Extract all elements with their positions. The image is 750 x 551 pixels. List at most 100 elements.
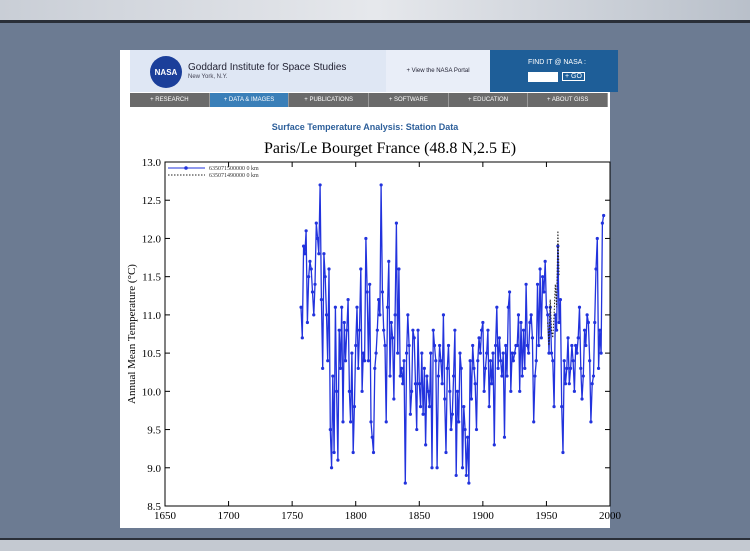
logo[interactable]: NASA bbox=[150, 56, 182, 88]
data-point bbox=[509, 389, 513, 393]
data-point bbox=[378, 313, 382, 317]
data-point bbox=[404, 351, 409, 355]
y-tick-label: 10.0 bbox=[142, 386, 162, 398]
data-point bbox=[354, 343, 358, 348]
data-point bbox=[582, 328, 587, 332]
data-point bbox=[341, 420, 345, 424]
legend-label: 635071490000 0 km bbox=[209, 173, 259, 179]
data-point bbox=[410, 389, 414, 393]
search-input[interactable] bbox=[528, 72, 558, 82]
data-point bbox=[595, 236, 599, 241]
data-point bbox=[347, 389, 351, 393]
data-point bbox=[532, 420, 536, 424]
data-point bbox=[389, 320, 393, 325]
nav-item[interactable]: + RESEARCH bbox=[130, 93, 210, 107]
x-tick-label: 1850 bbox=[408, 510, 431, 522]
data-point bbox=[434, 359, 438, 363]
data-point bbox=[416, 328, 420, 332]
x-tick-label: 1650 bbox=[154, 510, 177, 522]
data-point bbox=[304, 229, 308, 233]
data-point bbox=[542, 290, 546, 294]
data-point bbox=[490, 382, 494, 386]
nav-item[interactable]: + ABOUT GISS bbox=[528, 93, 609, 107]
data-point bbox=[464, 473, 468, 478]
data-point bbox=[359, 267, 363, 271]
data-point bbox=[331, 374, 335, 378]
y-tick-label: 11.5 bbox=[142, 272, 161, 284]
data-point bbox=[458, 351, 462, 355]
data-point bbox=[502, 435, 507, 439]
data-point bbox=[448, 389, 452, 393]
data-point bbox=[495, 305, 499, 309]
data-point bbox=[450, 412, 454, 416]
data-point bbox=[479, 328, 484, 332]
data-point bbox=[392, 397, 396, 401]
data-point bbox=[493, 343, 498, 348]
data-point bbox=[541, 275, 545, 279]
data-point bbox=[452, 374, 456, 378]
series-line bbox=[300, 184, 605, 484]
data-point bbox=[387, 259, 391, 263]
data-point bbox=[457, 420, 461, 424]
data-point bbox=[563, 382, 568, 386]
data-point bbox=[501, 351, 505, 355]
data-point bbox=[487, 405, 491, 409]
nav-item[interactable]: + DATA & IMAGES bbox=[209, 93, 290, 107]
data-point bbox=[598, 328, 602, 332]
data-point bbox=[510, 351, 514, 355]
data-point bbox=[326, 359, 330, 363]
data-point bbox=[481, 320, 485, 325]
data-point bbox=[551, 359, 555, 363]
data-point bbox=[519, 320, 523, 325]
data-point bbox=[340, 305, 344, 309]
data-point bbox=[586, 320, 590, 325]
data-point bbox=[574, 343, 578, 348]
nav-item[interactable]: + EDUCATION bbox=[449, 93, 529, 107]
data-point bbox=[388, 374, 392, 378]
data-point bbox=[588, 359, 592, 363]
data-point bbox=[307, 275, 311, 279]
search-button[interactable]: + GO bbox=[562, 72, 585, 81]
x-tick-label: 1800 bbox=[345, 510, 368, 522]
data-point bbox=[568, 366, 573, 370]
data-point bbox=[308, 259, 312, 263]
nav-item[interactable]: + SOFTWARE bbox=[369, 93, 449, 107]
data-point bbox=[399, 366, 404, 370]
data-point bbox=[352, 405, 357, 409]
data-point bbox=[422, 366, 426, 370]
data-point bbox=[342, 320, 346, 325]
data-point bbox=[443, 397, 447, 401]
data-point bbox=[483, 366, 487, 370]
data-point bbox=[544, 305, 549, 309]
data-point bbox=[602, 213, 606, 218]
data-point bbox=[427, 405, 432, 409]
data-point bbox=[329, 466, 334, 470]
data-point bbox=[476, 359, 480, 363]
data-point bbox=[397, 267, 401, 271]
data-point bbox=[310, 290, 315, 294]
portal-link[interactable]: + View the NASA Portal bbox=[386, 50, 490, 92]
data-point bbox=[529, 313, 533, 317]
data-point bbox=[567, 382, 571, 386]
data-point bbox=[596, 366, 601, 370]
nav-item[interactable]: + PUBLICATIONS bbox=[289, 93, 370, 107]
data-point bbox=[429, 351, 433, 355]
data-point bbox=[343, 359, 348, 363]
data-point bbox=[377, 298, 381, 302]
site-title[interactable]: Goddard Institute for Space Studies bbox=[188, 62, 347, 73]
data-point bbox=[401, 382, 405, 386]
data-point bbox=[537, 343, 541, 348]
data-point bbox=[412, 336, 416, 340]
data-point bbox=[403, 481, 407, 485]
window-bottom bbox=[0, 538, 750, 551]
data-point bbox=[440, 382, 444, 386]
x-tick-label: 1750 bbox=[281, 510, 304, 522]
data-point bbox=[478, 351, 482, 355]
data-point bbox=[454, 473, 458, 478]
data-point bbox=[402, 359, 406, 363]
data-point bbox=[466, 435, 470, 439]
data-point bbox=[525, 343, 529, 348]
data-point bbox=[530, 336, 535, 340]
data-point bbox=[370, 435, 374, 439]
data-point bbox=[590, 382, 594, 386]
